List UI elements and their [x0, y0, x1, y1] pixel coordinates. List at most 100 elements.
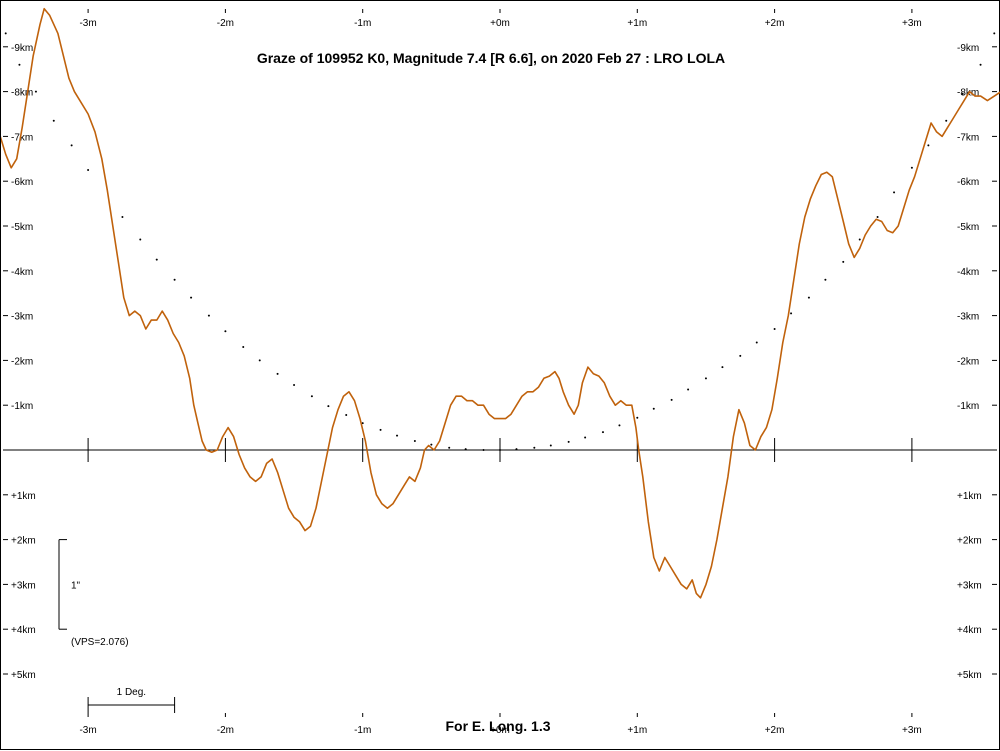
- limb-dot: [139, 238, 142, 241]
- limb-dot: [876, 216, 879, 219]
- limb-dot: [224, 330, 227, 333]
- y-tick-label-left: -4km: [11, 267, 33, 278]
- limb-dot: [327, 405, 330, 408]
- limb-dot: [979, 63, 982, 66]
- limb-dot: [464, 448, 467, 451]
- y-tick-label-left: +2km: [11, 536, 36, 547]
- x-tick-label-top: -1m: [354, 18, 371, 29]
- limb-dot: [87, 169, 90, 171]
- x-tick-label-top: -2m: [217, 18, 234, 29]
- y-tick-label-left: -3km: [11, 312, 33, 323]
- x-tick-label-bottom: +1m: [627, 725, 647, 736]
- y-tick-label-right: -3km: [957, 312, 979, 323]
- limb-dot: [207, 314, 210, 317]
- y-tick-label-left: -8km: [11, 88, 33, 99]
- limb-dot: [52, 119, 55, 122]
- limb-dot: [567, 440, 570, 443]
- y-tick-label-left: +5km: [11, 670, 36, 681]
- degree-scale-label: 1 Deg.: [117, 687, 146, 698]
- limb-dot: [482, 449, 485, 451]
- limb-dot: [807, 296, 810, 299]
- x-tick-label-top: +0m: [490, 18, 510, 29]
- limb-dot: [379, 428, 382, 431]
- limb-dot: [773, 328, 776, 331]
- footer-longitude: For E. Long. 1.3: [445, 718, 550, 734]
- limb-dot: [993, 32, 996, 35]
- limb-dot: [533, 446, 536, 449]
- limb-dot: [739, 354, 742, 357]
- limb-dot: [448, 446, 451, 449]
- limb-dot: [258, 359, 261, 362]
- y-tick-label-right: -5km: [957, 222, 979, 233]
- limb-dot: [70, 144, 73, 147]
- x-tick-label-bottom: +3m: [902, 725, 922, 736]
- limb-dot: [549, 444, 552, 447]
- x-tick-label-bottom: +2m: [765, 725, 785, 736]
- limb-dot: [4, 32, 7, 35]
- y-tick-label-right: +2km: [957, 536, 982, 547]
- x-tick-label-top: +1m: [627, 18, 647, 29]
- limb-dot: [361, 422, 364, 425]
- limb-dot: [704, 377, 707, 380]
- limb-dot: [121, 216, 124, 219]
- limb-dot: [910, 166, 913, 169]
- limb-dot: [961, 92, 964, 95]
- limb-dot: [310, 395, 313, 398]
- limb-dot: [945, 119, 948, 122]
- limb-dot: [276, 372, 279, 375]
- limb-dot: [499, 449, 501, 451]
- y-tick-label-right: -4km: [957, 267, 979, 278]
- limb-dot: [893, 191, 896, 194]
- chart-title: Graze of 109952 K0, Magnitude 7.4 [R 6.6…: [257, 50, 725, 66]
- limb-dot: [430, 443, 433, 446]
- y-tick-label-left: -2km: [11, 356, 33, 367]
- y-tick-label-left: -6km: [11, 177, 33, 188]
- y-tick-label-left: +1km: [11, 491, 36, 502]
- y-tick-label-right: -2km: [957, 356, 979, 367]
- x-tick-label-bottom: -1m: [354, 725, 371, 736]
- y-tick-label-right: -1km: [957, 401, 979, 412]
- x-tick-label-bottom: -3m: [79, 725, 96, 736]
- y-tick-label-left: -9km: [11, 43, 33, 54]
- limb-dot: [652, 407, 655, 410]
- x-tick-label-top: +3m: [902, 18, 922, 29]
- limb-dot: [687, 388, 690, 391]
- limb-dot: [601, 431, 604, 434]
- y-tick-label-left: +3km: [11, 580, 36, 591]
- x-tick-label-top: +2m: [765, 18, 785, 29]
- x-tick-label-bottom: +0m: [490, 725, 510, 736]
- limb-dot: [242, 345, 245, 348]
- limb-dot: [755, 341, 758, 344]
- limb-dot: [858, 238, 861, 241]
- limb-dot: [584, 436, 587, 439]
- y-tick-label-right: -7km: [957, 132, 979, 143]
- y-tick-label-right: +5km: [957, 670, 982, 681]
- arcsec-scale-label: 1": [71, 580, 81, 591]
- limb-dot: [413, 440, 416, 443]
- y-tick-label-right: +3km: [957, 580, 982, 591]
- limb-dot: [721, 366, 724, 369]
- limb-dot: [34, 90, 37, 93]
- x-tick-label-bottom: -2m: [217, 725, 234, 736]
- y-tick-label-right: +4km: [957, 625, 982, 636]
- y-tick-label-left: -1km: [11, 401, 33, 412]
- lunar-profile-line: [1, 7, 1000, 599]
- vps-label: (VPS=2.076): [71, 637, 129, 648]
- limb-dot: [618, 424, 621, 427]
- limb-dot: [670, 398, 673, 401]
- y-tick-label-left: -7km: [11, 132, 33, 143]
- limb-dot: [790, 312, 793, 315]
- limb-dot: [927, 144, 930, 147]
- limb-dot: [396, 434, 399, 437]
- x-tick-label-top: -3m: [79, 18, 96, 29]
- limb-dot: [18, 63, 21, 66]
- limb-dot: [293, 384, 296, 387]
- y-tick-label-right: +1km: [957, 491, 982, 502]
- limb-dot: [842, 260, 845, 263]
- limb-dot: [155, 258, 158, 261]
- y-tick-label-left: +4km: [11, 625, 36, 636]
- limb-dot: [636, 416, 639, 419]
- limb-dot: [515, 448, 518, 451]
